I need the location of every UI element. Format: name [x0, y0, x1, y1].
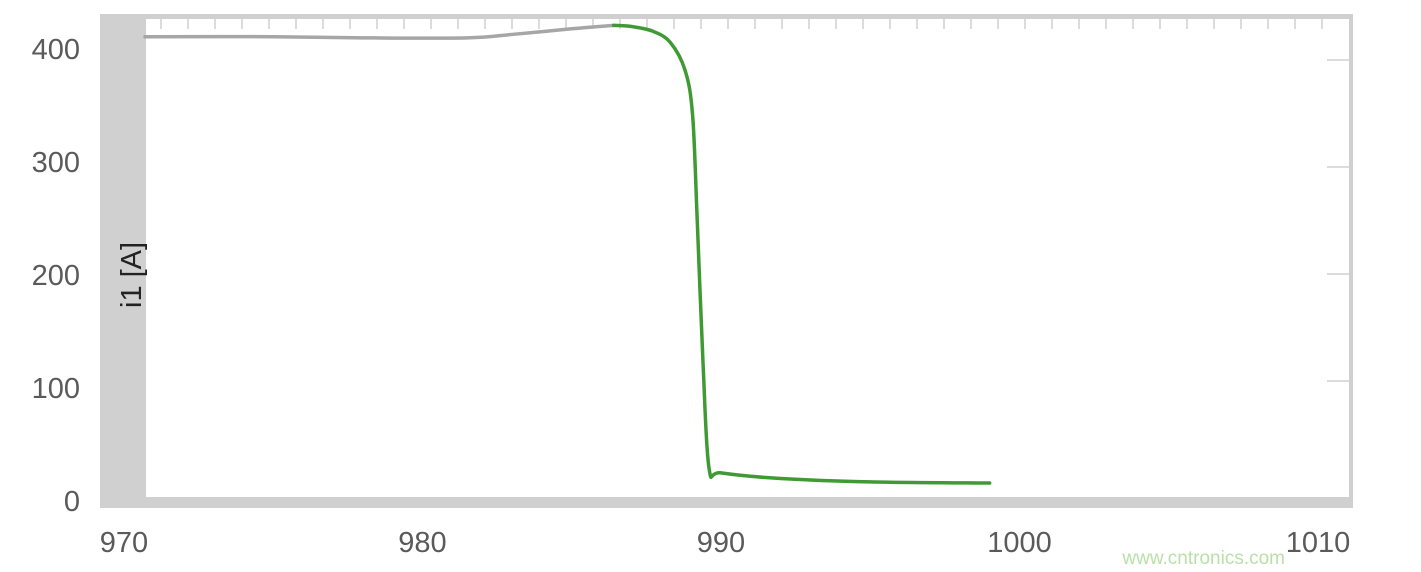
y-tick-label: 300 [32, 147, 80, 179]
watermark: www.cntronics.com [1121, 548, 1285, 569]
x-tick-label: 970 [100, 527, 148, 559]
x-axis: 970 980 990 1000 1010 [100, 527, 1350, 559]
y-tick-label: 100 [32, 373, 80, 405]
x-tick-label: 980 [398, 527, 446, 559]
y-tick-label: 0 [64, 486, 80, 518]
y-tick-label: 200 [32, 260, 80, 292]
series-line-1 [611, 23, 992, 485]
plot-area [146, 19, 1349, 497]
x-tick-label: 1000 [987, 527, 1052, 559]
y-axis: 0 100 200 300 400 [32, 34, 80, 518]
series-line-0 [143, 23, 616, 40]
series-layer [143, 23, 992, 485]
y-axis-label: i1 [A] [116, 242, 148, 308]
x-tick-label: 990 [697, 527, 745, 559]
x-tick-label: 1010 [1286, 527, 1351, 559]
minor-ticks [160, 19, 1349, 382]
y-tick-label: 400 [32, 34, 80, 66]
plot-frame [100, 14, 1353, 508]
